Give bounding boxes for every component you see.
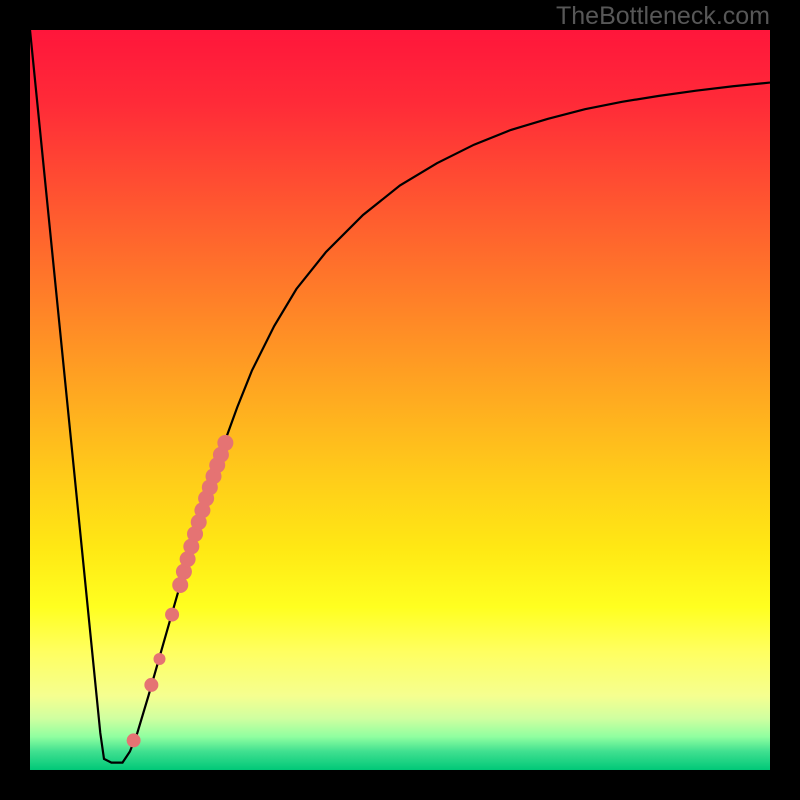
chart-svg [30,30,770,770]
data-marker [217,435,233,451]
data-marker [144,678,158,692]
data-marker [165,608,179,622]
chart-container: TheBottleneck.com [0,0,800,800]
chart-background [30,30,770,770]
watermark-text: TheBottleneck.com [556,2,770,31]
data-marker [154,653,166,665]
data-marker [127,733,141,747]
plot-area [30,30,770,770]
